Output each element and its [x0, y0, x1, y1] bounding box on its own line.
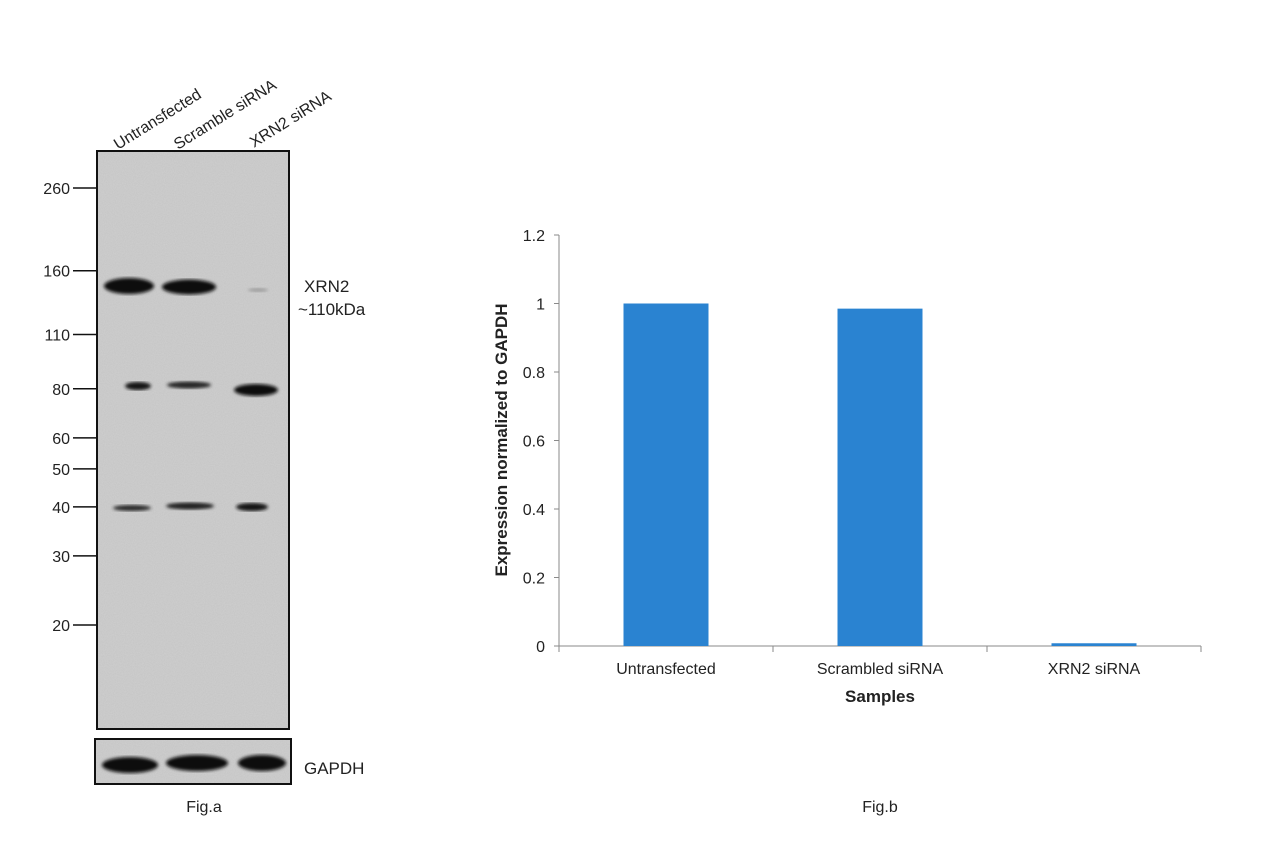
target-label-name: XRN2 [304, 277, 349, 296]
marker-ladder: 260 160 110 80 60 50 40 30 20 [43, 181, 96, 635]
marker-label-30: 30 [52, 549, 70, 566]
band-60-scramble [167, 381, 211, 389]
blot-frame [96, 150, 290, 730]
marker-label-160: 160 [43, 264, 70, 281]
gapdh-label: GAPDH [304, 759, 364, 778]
y-tick-label-0.8: 0.8 [523, 365, 545, 382]
band-xrn2-untransfected [104, 278, 154, 294]
band-38-untransfected [113, 505, 151, 511]
x-axis-title: Samples [845, 687, 915, 706]
x-tick-label-untransfected: Untransfected [616, 661, 716, 678]
marker-label-110: 110 [44, 328, 70, 345]
y-axis-title: Expression normalized to GAPDH [492, 304, 511, 577]
y-tick-label-0.4: 0.4 [523, 502, 545, 519]
x-tick-label-scrambled-sirna: Scrambled siRNA [817, 661, 944, 678]
band-60-xrn2 [234, 384, 278, 396]
caption-fig-b: Fig.b [862, 799, 898, 816]
bar-chart-panel: 0 0.2 0.4 0.6 0.8 1 1.2 Untransfected Scrambled… [492, 228, 1202, 816]
blot-membrane-texture [97, 151, 289, 729]
band-38-scramble [166, 502, 214, 510]
target-label-size: ~110kDa [298, 300, 366, 319]
marker-label-50: 50 [52, 462, 70, 479]
x-tick-label-xrn2-sirna: XRN2 siRNA [1048, 661, 1141, 678]
chart-y-tick-labels: 0 0.2 0.4 0.6 0.8 1 1.2 [523, 228, 545, 656]
marker-label-60: 60 [52, 431, 70, 448]
band-gapdh-untransfected [102, 757, 158, 773]
western-blot-panel: Untransfected Scramble siRNA XRN2 siRNA … [43, 77, 366, 816]
gapdh-frame [94, 738, 292, 785]
marker-label-260: 260 [43, 181, 70, 198]
chart-x-tick-labels: Untransfected Scrambled siRNA XRN2 siRNA [616, 661, 1140, 678]
bar-scrambled-sirna [837, 308, 923, 646]
band-xrn2-scramble [162, 279, 216, 295]
blot-bands [104, 278, 278, 511]
band-xrn2-knockdown [248, 288, 268, 292]
band-60-untransfected [125, 382, 151, 390]
y-tick-label-1: 1 [536, 297, 545, 314]
band-gapdh-xrn2 [238, 755, 286, 771]
y-tick-label-0: 0 [536, 639, 545, 656]
band-38-xrn2 [236, 503, 268, 511]
y-tick-label-0.6: 0.6 [523, 434, 545, 451]
bar-untransfected [623, 303, 709, 646]
y-tick-label-0.2: 0.2 [523, 571, 545, 588]
chart-bars [623, 303, 1137, 646]
marker-label-40: 40 [52, 500, 70, 517]
marker-label-20: 20 [52, 618, 70, 635]
caption-fig-a: Fig.a [186, 799, 222, 816]
y-tick-label-1.2: 1.2 [523, 228, 545, 245]
marker-label-80: 80 [52, 382, 70, 399]
band-gapdh-scramble [166, 755, 228, 771]
bar-xrn2-sirna [1051, 643, 1137, 646]
